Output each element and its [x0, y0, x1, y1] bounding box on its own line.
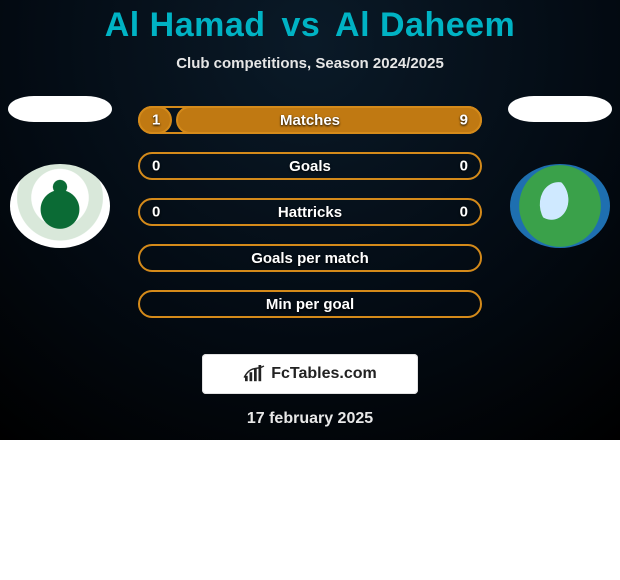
subtitle: Club competitions, Season 2024/2025 — [0, 55, 620, 72]
stat-label: Hattricks — [278, 204, 342, 221]
stat-value-right: 9 — [460, 112, 468, 129]
stat-value-left: 1 — [152, 112, 160, 129]
brand-badge: FcTables.com — [202, 354, 418, 394]
stat-bar: Min per goal — [138, 290, 482, 318]
team-right-column — [500, 96, 620, 248]
vs-label: vs — [282, 6, 321, 44]
stat-value-left: 0 — [152, 158, 160, 175]
team-left-name: Al Hamad — [105, 6, 266, 44]
comparison-body: 1 9 Matches 0 0 Goals 0 0 Hattricks Goals per mat… — [0, 96, 620, 356]
stat-label: Min per goal — [266, 296, 354, 313]
stat-label: Matches — [280, 112, 340, 129]
stat-value-left: 0 — [152, 204, 160, 221]
stat-label: Goals per match — [251, 250, 369, 267]
comparison-card: Al Hamad vs Al Daheem Club competitions,… — [0, 0, 620, 440]
stat-bar: Goals per match — [138, 244, 482, 272]
date-label: 17 february 2025 — [0, 410, 620, 428]
team-left-column — [0, 96, 120, 248]
team-right-flag — [508, 96, 612, 122]
stat-label: Goals — [289, 158, 331, 175]
team-left-flag — [8, 96, 112, 122]
team-right-name: Al Daheem — [335, 6, 515, 44]
stat-bar: 1 9 Matches — [138, 106, 482, 134]
team-right-logo — [510, 164, 610, 248]
page-title: Al Hamad vs Al Daheem — [0, 0, 620, 45]
brand-text: FcTables.com — [271, 365, 377, 383]
stat-value-right: 0 — [460, 158, 468, 175]
stat-value-right: 0 — [460, 204, 468, 221]
stat-bar: 0 0 Hattricks — [138, 198, 482, 226]
stat-bar: 0 0 Goals — [138, 152, 482, 180]
chart-icon — [243, 365, 265, 383]
stat-bars: 1 9 Matches 0 0 Goals 0 0 Hattricks Goals per mat… — [138, 106, 482, 318]
team-left-logo — [10, 164, 110, 248]
